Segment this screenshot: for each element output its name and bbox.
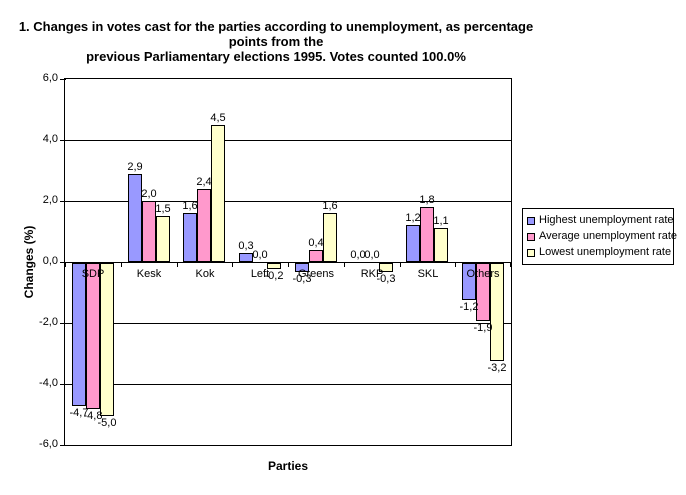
bar — [309, 250, 323, 262]
bar-value-label: 2,9 — [127, 161, 143, 173]
y-tick-label: -6,0 — [39, 438, 58, 450]
legend-label: Highest unemployment rate — [539, 214, 674, 226]
bar-value-label: 4,5 — [210, 112, 226, 124]
bar-value-label: 2,0 — [141, 188, 157, 200]
bar-value-label: 0,0 — [364, 249, 380, 261]
bar — [197, 189, 211, 262]
y-tick-mark — [60, 201, 66, 202]
y-tick-label: -2,0 — [39, 316, 58, 328]
bar-value-label: -1,2 — [459, 301, 479, 313]
category-tick — [288, 262, 289, 267]
bar-value-label: 1,6 — [182, 200, 198, 212]
bar — [323, 213, 337, 262]
bar — [420, 207, 434, 262]
gridline — [65, 140, 511, 141]
bar — [434, 228, 448, 262]
x-axis-title: Parties — [267, 459, 309, 473]
bar — [86, 263, 100, 409]
y-tick-mark — [60, 384, 66, 385]
bar-value-label: 1,5 — [155, 203, 171, 215]
bar — [406, 225, 420, 262]
bar-value-label: 1,8 — [419, 194, 435, 206]
legend-marker-icon — [527, 232, 535, 241]
category-label: Kok — [195, 268, 215, 280]
bar-value-label: 1,2 — [405, 212, 421, 224]
bar — [267, 263, 281, 269]
legend-item: Highest unemployment rate — [527, 213, 674, 228]
bar-value-label: 0,0 — [350, 249, 366, 261]
gridline — [65, 201, 511, 202]
y-tick-label: 6,0 — [42, 72, 58, 84]
legend-marker-icon — [527, 248, 535, 257]
category-tick — [510, 262, 511, 267]
category-tick — [455, 262, 456, 267]
bar-value-label: -0,2 — [264, 270, 284, 282]
bar — [476, 263, 490, 321]
bar — [128, 174, 142, 262]
legend-label: Lowest unemployment rate — [539, 246, 672, 258]
plot-area: -4,7 2,9 1,6 0,3 -0,3 0,0 1,2 -1,2 -4,8 2,0 2,4 0,0… — [64, 78, 512, 446]
category-label: Left — [250, 268, 270, 280]
bar-value-label: -1,9 — [473, 322, 493, 334]
category-tick — [65, 262, 66, 267]
bar — [239, 253, 253, 262]
y-tick-mark — [60, 262, 66, 263]
bar-value-label: -4,8 — [83, 410, 103, 422]
category-label: Greens — [297, 268, 335, 280]
bar-value-label: -4,7 — [69, 407, 89, 419]
gridline — [65, 323, 511, 324]
bar-value-label: 0,4 — [308, 237, 324, 249]
category-label: SDP — [81, 268, 105, 280]
bar — [100, 263, 114, 416]
category-tick — [121, 262, 122, 267]
bar — [72, 263, 86, 406]
category-label: Kesk — [136, 268, 162, 280]
bar-value-label: -0,3 — [376, 273, 396, 285]
y-tick-label: 0,0 — [42, 255, 58, 267]
chart-title: 1. Changes in votes cast for the parties… — [16, 19, 536, 64]
bar-value-label: 1,1 — [433, 215, 449, 227]
y-tick-label: 4,0 — [42, 133, 58, 145]
bar-value-label: 0,3 — [238, 240, 254, 252]
chart-title-line1: 1. Changes in votes cast for the parties… — [18, 19, 534, 49]
category-label: SKL — [417, 268, 439, 280]
legend-marker-icon — [527, 216, 535, 225]
bar — [462, 263, 476, 300]
bar — [379, 263, 393, 272]
bar-value-label: 0,0 — [252, 249, 268, 261]
y-tick-label: 2,0 — [42, 194, 58, 206]
category-label: Others — [466, 268, 500, 280]
bar-value-label: 1,6 — [322, 200, 338, 212]
legend-item: Average unemployment rate — [527, 229, 677, 244]
bar-value-label: -0,3 — [292, 273, 312, 285]
category-tick — [400, 262, 401, 267]
bar — [183, 213, 197, 262]
category-tick — [177, 262, 178, 267]
bar — [156, 216, 170, 262]
y-tick-label: -4,0 — [39, 377, 58, 389]
legend-label: Average unemployment rate — [539, 230, 677, 242]
category-label: RKP — [360, 268, 384, 280]
y-tick-mark — [60, 323, 66, 324]
y-tick-mark — [60, 445, 66, 446]
bar-value-label: -5,0 — [97, 417, 117, 429]
bar — [295, 263, 309, 272]
legend: Highest unemployment rate Average unemplo… — [522, 208, 677, 265]
bar — [211, 125, 225, 262]
bar-value-label: -3,2 — [487, 362, 507, 374]
gridline — [65, 384, 511, 385]
chart-title-line2: previous Parliamentary elections 1995. V… — [86, 49, 466, 64]
y-tick-mark — [60, 79, 66, 80]
bar — [142, 201, 156, 262]
bar — [490, 263, 504, 361]
category-tick — [344, 262, 345, 267]
bar-value-label: 2,4 — [196, 176, 212, 188]
y-tick-mark — [60, 140, 66, 141]
legend-item: Lowest unemployment rate — [527, 245, 671, 260]
category-tick — [232, 262, 233, 267]
